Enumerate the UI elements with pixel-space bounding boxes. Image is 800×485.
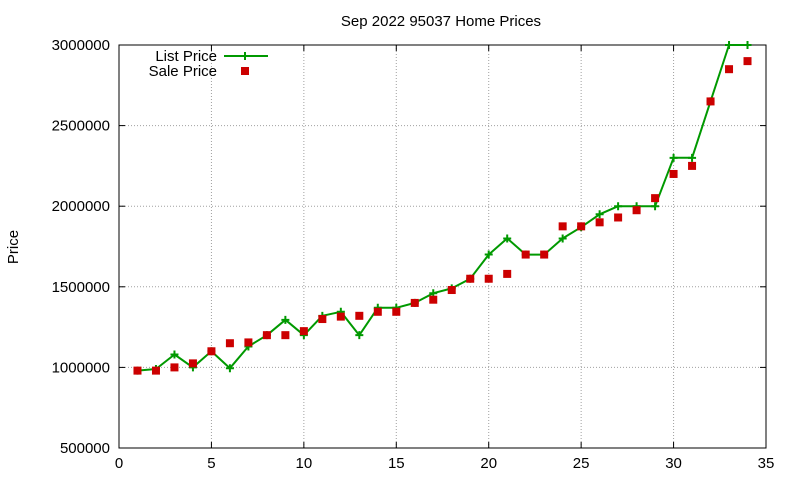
sale-price-point: [558, 222, 567, 231]
sale-price-point: [188, 359, 197, 368]
sale-price-point: [244, 338, 253, 347]
sale-price-point: [373, 307, 382, 316]
sale-price-point: [484, 274, 493, 283]
list-price-point: [281, 315, 290, 324]
x-tick-label: 20: [480, 455, 497, 472]
sale-price-point: [688, 161, 697, 170]
list-price-point: [651, 202, 660, 211]
list-price-point: [743, 41, 752, 49]
x-tick-label: 0: [115, 455, 123, 472]
sale-price-point: [577, 222, 586, 231]
sale-price-point: [318, 315, 327, 324]
legend-marker-list-price: [241, 52, 249, 60]
legend: List Price Sale Price: [149, 48, 268, 80]
legend-marker-sale-price: [241, 67, 249, 75]
sale-price-point: [743, 57, 752, 66]
sale-price-point: [299, 327, 308, 336]
legend-label-sale-price: Sale Price: [149, 63, 217, 80]
sale-price-point: [447, 286, 456, 295]
sale-price-point: [262, 331, 271, 340]
sale-price-point: [225, 339, 234, 348]
x-tick-label: 35: [758, 455, 775, 472]
sale-price-point: [336, 312, 345, 321]
chart-title: Sep 2022 95037 Home Prices: [341, 13, 541, 30]
sale-price-point: [281, 331, 290, 340]
y-tick-label: 1500000: [52, 279, 110, 296]
list-price-point: [614, 202, 623, 211]
y-tick-label: 2000000: [52, 198, 110, 215]
sale-price-point: [429, 295, 438, 304]
sale-price-point: [614, 213, 623, 222]
sale-price-point: [410, 298, 419, 307]
list-price-point: [595, 210, 604, 219]
y-tick-label: 500000: [60, 440, 110, 457]
sale-price-point: [151, 366, 160, 375]
sale-price-point: [725, 65, 734, 74]
sale-price-point: [540, 250, 549, 259]
sale-price-point: [355, 311, 364, 320]
y-axis-label: Price: [5, 230, 22, 264]
sale-price-point: [706, 97, 715, 106]
list-price-point: [669, 153, 678, 162]
sale-price-point: [466, 274, 475, 283]
grid-layer: [119, 45, 766, 448]
y-tick-label: 2500000: [52, 118, 110, 135]
sale-price-point: [632, 206, 641, 215]
list-price-point: [170, 350, 179, 359]
x-tick-label: 30: [665, 455, 682, 472]
sale-price-point: [170, 363, 179, 372]
list-price-line: [137, 44, 748, 372]
list-price-point: [503, 234, 512, 243]
x-tick-label: 25: [573, 455, 590, 472]
list-price-point: [688, 153, 697, 162]
list-price-point: [484, 250, 493, 259]
list-price-point: [725, 41, 734, 49]
sale-price-point: [133, 366, 142, 375]
series-layer: [133, 41, 752, 375]
plot-border: [118, 44, 767, 449]
x-tick-label: 5: [207, 455, 215, 472]
list-price-point: [558, 234, 567, 243]
sale-price-point: [595, 218, 604, 227]
sale-price-point: [503, 269, 512, 278]
y-tick-label: 3000000: [52, 37, 110, 54]
sale-price-point: [392, 307, 401, 316]
x-tick-label: 15: [388, 455, 405, 472]
list-price-point: [225, 364, 234, 373]
axis-ticks: 0 5 10 15 20 25 30 35 500000 1000000 1500000 200000…: [52, 37, 775, 472]
sale-price-point: [669, 169, 678, 178]
list-price-point: [355, 331, 364, 340]
sale-price-point: [651, 194, 660, 203]
legend-label-list-price: List Price: [155, 48, 217, 65]
y-tick-label: 1000000: [52, 359, 110, 376]
sale-price-point: [521, 250, 530, 259]
sale-price-point: [207, 347, 216, 356]
x-tick-label: 10: [296, 455, 313, 472]
